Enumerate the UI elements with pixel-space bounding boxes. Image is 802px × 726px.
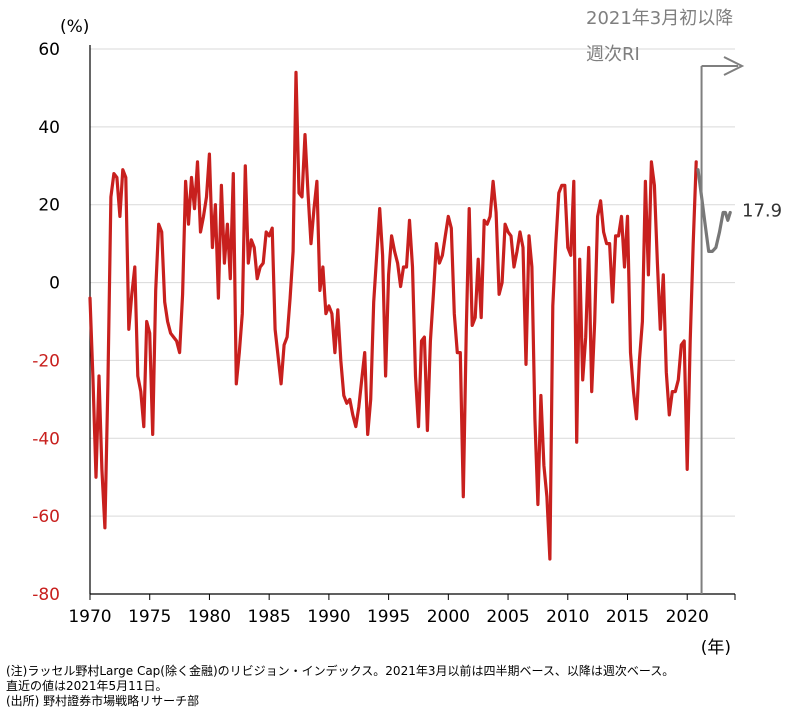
line-chart: 60 40 20 0 -20 -40 -60 -80 1970 1975 1980 1985 1990… (32, 8, 782, 658)
x-tick-label: 2000 (427, 607, 470, 627)
x-tick-label: 1995 (367, 607, 410, 627)
y-tick-label: -80 (32, 585, 60, 605)
y-tick-label: 20 (38, 196, 60, 216)
series-lines (88, 70, 732, 561)
x-tick-label: 2015 (606, 607, 649, 627)
x-unit-label: (年) (701, 638, 731, 658)
marker-label-line2: 週次RI (586, 44, 640, 65)
gridlines (90, 48, 735, 517)
note-latest: 直近の値は2021年5月11日。 (6, 679, 168, 693)
y-tick-label: -60 (32, 507, 60, 527)
x-tick-label: 1985 (248, 607, 291, 627)
x-tick-label: 2010 (546, 607, 589, 627)
y-tick-label: 0 (49, 274, 60, 294)
x-tick-label: 2005 (486, 607, 529, 627)
y-tick-labels: 60 40 20 0 -20 -40 -60 -80 (32, 40, 60, 605)
y-tick-label: -40 (32, 429, 60, 449)
y-tick-label: 60 (38, 40, 60, 60)
x-tick-label: 2020 (666, 607, 709, 627)
y-unit-label: (%) (60, 17, 89, 37)
note-text: (注)ラッセル野村Large Cap(除く金融)のリビジョン・インデックス。20… (6, 664, 675, 678)
y-tick-label: 40 (38, 118, 60, 138)
marker-arrow-head (723, 56, 745, 76)
series-line-quarterly (88, 70, 698, 561)
series-line-weekly (696, 168, 732, 253)
y-tick-label: -20 (32, 351, 60, 371)
marker-label-line1: 2021年3月初以降 (586, 8, 733, 29)
x-tick-labels: 1970 1975 1980 1985 1990 1995 2000 2005 2010 2015… (68, 607, 708, 627)
x-tick-label: 1975 (128, 607, 171, 627)
x-tick-label: 1970 (68, 607, 111, 627)
x-tick-label: 1980 (188, 607, 231, 627)
latest-value-label: 17.9 (742, 201, 782, 222)
source-text: (出所) 野村證券市場戦略リサーチ部 (6, 694, 200, 708)
x-tick-label: 1990 (307, 607, 350, 627)
chart-notes: (注)ラッセル野村Large Cap(除く金融)のリビジョン・インデックス。20… (6, 664, 802, 709)
